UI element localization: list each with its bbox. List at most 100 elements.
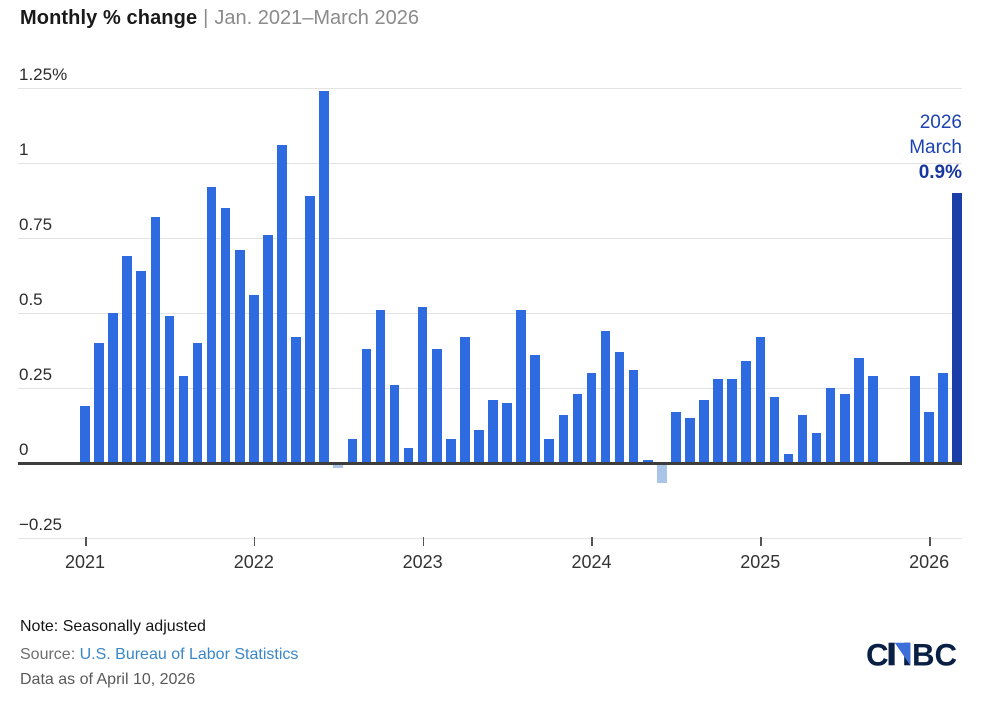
bar-dec-2024[interactable] xyxy=(741,361,752,463)
bar-may-2024[interactable] xyxy=(642,460,653,463)
bar-mar-2021[interactable] xyxy=(108,313,118,463)
y-axis-label: 1 xyxy=(19,140,29,159)
gridline xyxy=(18,163,962,164)
bar-apr-2022[interactable] xyxy=(291,337,301,463)
bar-feb-2022[interactable] xyxy=(263,235,273,463)
title-separator: | xyxy=(203,7,209,29)
bar-sep-2023[interactable] xyxy=(530,355,540,463)
bar-apr-2025[interactable] xyxy=(797,415,808,463)
annotation-month: March xyxy=(909,137,962,158)
bar-mar-2023[interactable] xyxy=(445,439,456,463)
bar-oct-2023[interactable] xyxy=(544,439,555,463)
footer-source: Source: U.S. Bureau of Labor Statistics xyxy=(20,646,298,664)
bar-jan-2024[interactable] xyxy=(586,373,597,463)
bar-dec-2023[interactable] xyxy=(572,394,583,463)
bar-sep-2022[interactable] xyxy=(361,349,372,463)
x-axis-label-2026: 2026 xyxy=(909,552,950,572)
bar-sep-2021[interactable] xyxy=(192,343,203,463)
logo-letters-bc: BC xyxy=(912,637,957,672)
bar-jun-2023[interactable] xyxy=(488,400,498,463)
x-axis-tick xyxy=(760,537,762,546)
bar-feb-2024[interactable] xyxy=(600,331,611,463)
bar-jul-2025[interactable] xyxy=(839,394,850,463)
bar-jul-2023[interactable] xyxy=(502,403,512,463)
bar-dec-2025[interactable] xyxy=(910,376,920,463)
bar-jun-2021[interactable] xyxy=(150,217,161,463)
bar-jan-2023[interactable] xyxy=(417,307,428,463)
gridline xyxy=(18,538,962,539)
bar-jul-2024[interactable] xyxy=(671,412,681,463)
bar-sep-2025[interactable] xyxy=(868,376,878,463)
bar-jan-2021[interactable] xyxy=(80,406,90,463)
footer-note: Note: Seasonally adjusted xyxy=(20,618,206,635)
x-axis-label-2025: 2025 xyxy=(740,552,781,572)
x-axis-tick xyxy=(422,537,425,546)
bar-feb-2023[interactable] xyxy=(431,349,442,463)
x-axis-label-2022: 2022 xyxy=(233,552,274,572)
x-axis-tick xyxy=(85,537,87,546)
cnbc-logo-graphic: C BC xyxy=(866,637,957,672)
bar-may-2021[interactable] xyxy=(136,271,147,463)
highlight-annotation: 2026 March 0.9% xyxy=(909,110,962,185)
bar-sep-2024[interactable] xyxy=(699,400,709,463)
bar-jan-2026[interactable] xyxy=(924,412,934,463)
gridline xyxy=(18,88,962,89)
zero-line xyxy=(18,462,962,465)
gridline xyxy=(18,313,962,314)
bar-may-2025[interactable] xyxy=(811,433,822,463)
y-axis-label: 1.25% xyxy=(19,65,68,84)
bar-feb-2025[interactable] xyxy=(769,397,780,463)
bar-nov-2023[interactable] xyxy=(558,415,569,463)
bar-jan-2025[interactable] xyxy=(755,337,766,463)
bar-apr-2024[interactable] xyxy=(628,370,639,463)
annotation-value: 0.9% xyxy=(918,162,962,183)
bar-mar-2025[interactable] xyxy=(783,454,794,463)
bar-jul-2022[interactable] xyxy=(333,464,344,468)
chart-header: Monthly % change | Jan. 2021–March 2026 xyxy=(20,7,419,30)
bar-oct-2024[interactable] xyxy=(713,379,723,463)
bar-may-2022[interactable] xyxy=(305,196,315,463)
x-axis-tick xyxy=(253,537,256,546)
bar-jul-2021[interactable] xyxy=(164,316,175,463)
bar-apr-2021[interactable] xyxy=(122,256,132,463)
bar-mar-2024[interactable] xyxy=(614,352,625,463)
bar-aug-2022[interactable] xyxy=(347,439,358,463)
bar-jun-2025[interactable] xyxy=(825,388,836,463)
bar-aug-2025[interactable] xyxy=(853,358,864,463)
x-axis-label-2024: 2024 xyxy=(571,552,612,572)
bar-oct-2021[interactable] xyxy=(206,187,217,463)
annotation-year: 2026 xyxy=(919,112,962,133)
bar-apr-2023[interactable] xyxy=(460,337,470,463)
bar-dec-2021[interactable] xyxy=(234,250,245,463)
bar-feb-2021[interactable] xyxy=(94,343,104,463)
source-link[interactable]: U.S. Bureau of Labor Statistics xyxy=(79,646,299,663)
bar-aug-2023[interactable] xyxy=(516,310,526,463)
bar-mar-2026[interactable] xyxy=(952,193,963,463)
bar-nov-2021[interactable] xyxy=(220,208,231,463)
bar-dec-2022[interactable] xyxy=(403,448,414,463)
y-axis-label: −0.25 xyxy=(19,515,63,534)
bar-feb-2026[interactable] xyxy=(938,373,948,463)
bar-may-2023[interactable] xyxy=(474,430,484,463)
bar-aug-2024[interactable] xyxy=(685,418,695,463)
bar-jun-2024[interactable] xyxy=(657,464,667,483)
y-axis-label: 0.5 xyxy=(19,290,43,309)
y-axis-label: 0 xyxy=(19,440,29,459)
bar-mar-2022[interactable] xyxy=(277,145,287,463)
gridline xyxy=(18,238,962,239)
x-axis-label-2023: 2023 xyxy=(402,552,443,572)
source-label: Source: xyxy=(20,646,76,663)
x-axis-label-2021: 2021 xyxy=(64,552,106,572)
page-title: Monthly % change xyxy=(20,7,198,29)
cnbc-logo: C BC xyxy=(866,634,958,679)
bar-aug-2021[interactable] xyxy=(178,376,189,463)
footer-data-as-of: Data as of April 10, 2026 xyxy=(20,671,196,688)
bar-nov-2022[interactable] xyxy=(389,385,400,463)
logo-n-triangle-icon xyxy=(894,642,911,666)
bar-nov-2024[interactable] xyxy=(727,379,737,463)
bar-jan-2022[interactable] xyxy=(249,295,259,463)
bar-jun-2022[interactable] xyxy=(319,91,329,463)
bar-oct-2022[interactable] xyxy=(375,310,386,463)
